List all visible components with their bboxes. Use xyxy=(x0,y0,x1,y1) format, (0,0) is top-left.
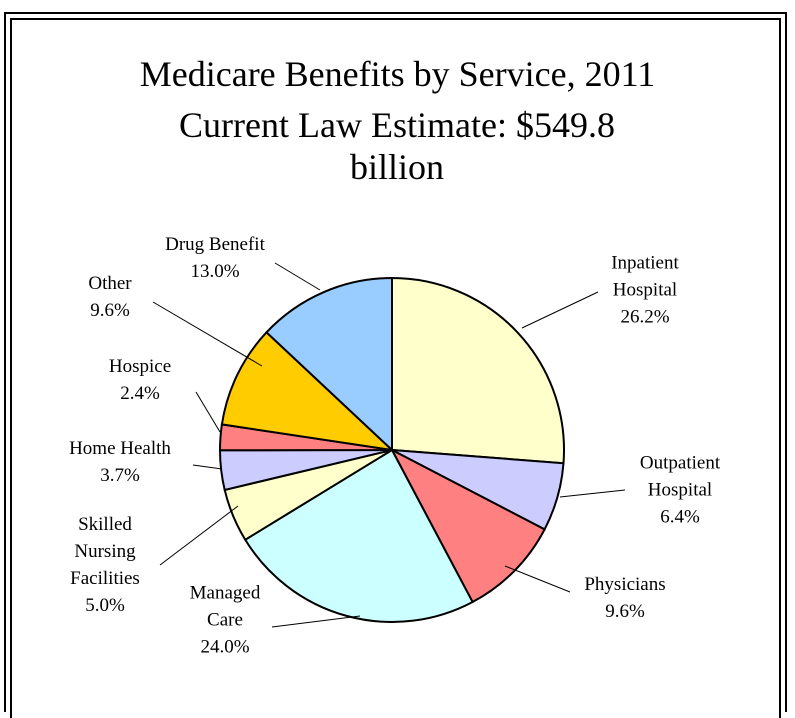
category-label: Home Health xyxy=(69,438,171,459)
value-label: 24.0% xyxy=(200,636,250,658)
leader-line xyxy=(159,505,239,566)
leader-line xyxy=(271,615,361,628)
leader-line xyxy=(521,291,599,329)
category-label: Physicians xyxy=(584,574,666,595)
slice-label: Physicians 9.6% xyxy=(584,571,665,625)
value-label: 9.6% xyxy=(605,601,645,622)
leader-line xyxy=(274,262,321,291)
leader-line xyxy=(152,301,263,367)
value-label: 26.2% xyxy=(620,306,670,328)
value-label: 5.0% xyxy=(85,595,125,616)
value-label: 13.0% xyxy=(190,261,240,282)
pie-slice xyxy=(265,276,393,453)
pie-slice xyxy=(220,330,396,452)
category-label: Hospice xyxy=(108,356,172,377)
leader-line xyxy=(559,489,626,498)
pie-slice xyxy=(389,447,546,604)
slice-label: Hospice 2.4% xyxy=(109,353,171,407)
value-label: 2.4% xyxy=(120,383,160,404)
pie-slice xyxy=(243,448,474,623)
slice-label: Skilled Nursing Facilities 5.0% xyxy=(70,511,140,619)
leader-line xyxy=(504,565,571,593)
frame xyxy=(10,18,781,718)
slice-label: Drug Benefit 13.0% xyxy=(165,231,265,285)
value-label: 3.7% xyxy=(100,465,140,486)
slice-label: Managed Care 24.0% xyxy=(190,580,261,661)
slice-label: Inpatient Hospital 26.2% xyxy=(611,250,679,331)
slice-label: Home Health 3.7% xyxy=(69,435,171,489)
chart-subtitle: Current Law Estimate: $549.8 billion xyxy=(179,105,615,187)
chart-title: Medicare Benefits by Service, 2011 xyxy=(139,54,656,94)
category-label: Outpatient Hospital xyxy=(639,452,721,501)
category-label: Managed Care xyxy=(189,582,261,631)
category-label: Inpatient Hospital xyxy=(611,252,679,301)
frame xyxy=(4,12,787,712)
value-label: 9.6% xyxy=(90,300,130,321)
slice-label: Other 9.6% xyxy=(88,270,131,324)
value-label: 6.4% xyxy=(660,506,700,528)
category-label: Skilled Nursing Facilities xyxy=(70,514,140,589)
category-label: Other xyxy=(88,273,132,294)
pie-slice xyxy=(391,276,565,465)
leader-line xyxy=(192,464,223,470)
leader-line xyxy=(195,391,221,433)
category-label: Drug Benefit xyxy=(165,234,265,255)
slice-label: Outpatient Hospital 6.4% xyxy=(640,450,720,531)
